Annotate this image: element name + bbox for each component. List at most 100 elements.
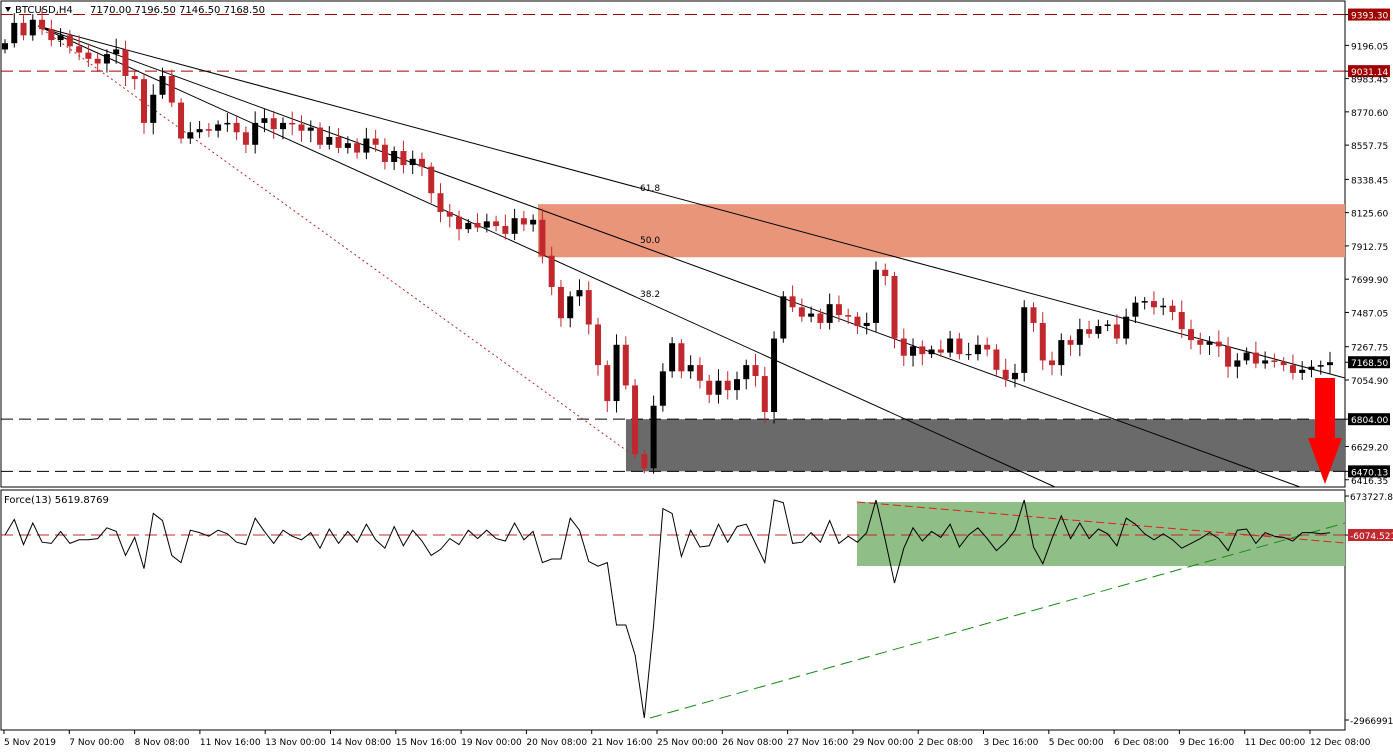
candle — [1327, 351, 1333, 374]
fan-line — [37, 25, 1301, 488]
price-tag — [1348, 356, 1390, 369]
candle — [1188, 319, 1195, 350]
candle — [752, 353, 759, 387]
candle — [131, 69, 138, 90]
candle — [1299, 361, 1306, 380]
candle — [733, 371, 740, 400]
price-tag — [1348, 65, 1390, 78]
candle — [57, 28, 64, 47]
candle — [956, 332, 963, 360]
candle — [1039, 312, 1046, 370]
candle — [178, 98, 185, 144]
candle — [29, 14, 36, 41]
time-tick-label: 15 Nov 16:00 — [396, 738, 457, 748]
candle — [372, 129, 379, 152]
candle — [604, 360, 611, 412]
candle — [2, 39, 8, 54]
candle — [261, 108, 268, 133]
candle — [1280, 357, 1287, 372]
candle — [687, 355, 694, 379]
candle — [632, 379, 639, 459]
candle — [576, 279, 583, 306]
price-tick-label: 8983.45 — [1351, 76, 1388, 86]
candle — [761, 366, 768, 424]
candle — [363, 127, 370, 160]
candle — [1225, 337, 1232, 378]
candle — [456, 210, 463, 241]
time-tick-label: 26 Nov 08:00 — [722, 738, 783, 748]
candle — [103, 49, 110, 73]
candle — [381, 138, 388, 170]
indicator-tick-label: 673727.86 — [1350, 493, 1393, 503]
candle — [826, 293, 833, 330]
horizontal-levels — [1, 14, 1345, 472]
price-tick-label: 8557.75 — [1351, 142, 1388, 152]
symbol-label: BTCUSD,H4 — [15, 5, 73, 16]
candle — [400, 140, 407, 174]
candle — [947, 330, 954, 358]
candle — [919, 340, 926, 366]
price-tag-label: 6470.13 — [1351, 468, 1388, 478]
time-tick-label: 3 Dec 16:00 — [984, 738, 1039, 748]
indicator-value-tag — [1348, 529, 1393, 541]
candle — [1197, 332, 1204, 355]
price-tick-label: 7699.90 — [1351, 276, 1388, 286]
time-tick-label: 5 Nov 2019 — [4, 738, 56, 748]
candle — [845, 308, 852, 325]
fan-label: 38.2 — [640, 290, 660, 300]
dropdown-triangle-icon[interactable] — [5, 7, 11, 12]
candle — [76, 35, 83, 61]
candle — [743, 359, 750, 390]
fan-line — [37, 25, 1056, 488]
candle — [289, 111, 296, 136]
candle — [252, 111, 259, 154]
candle — [622, 336, 629, 390]
price-tick-label: 7267.75 — [1351, 344, 1388, 354]
candle — [326, 126, 333, 150]
time-tick-label: 14 Nov 08:00 — [331, 738, 392, 748]
time-tick-label: 11 Nov 16:00 — [200, 738, 261, 748]
price-tick-label: 8125.60 — [1351, 210, 1388, 220]
candle — [548, 246, 555, 296]
candle — [168, 69, 175, 108]
force-line — [4, 499, 1331, 719]
candle — [659, 363, 666, 412]
candle — [298, 115, 305, 142]
candle — [771, 331, 778, 424]
candle — [437, 183, 444, 223]
candle — [585, 281, 592, 335]
indicator-zone — [857, 502, 1345, 566]
time-tick-label: 11 Dec 00:00 — [1245, 738, 1306, 748]
candle — [678, 339, 685, 379]
price-tick-label: 7054.90 — [1351, 377, 1388, 387]
candle — [502, 214, 509, 240]
candle — [354, 138, 361, 159]
candle — [317, 122, 324, 149]
ohlc-label: 7170.00 7196.50 7146.50 7168.50 — [90, 5, 265, 16]
candle — [1086, 320, 1093, 338]
candle — [965, 342, 972, 360]
candle — [1049, 351, 1056, 376]
candle — [835, 295, 842, 323]
candle — [993, 344, 1000, 377]
candle — [279, 117, 286, 140]
price-tag-label: 7168.50 — [1351, 359, 1388, 369]
candle — [854, 312, 861, 335]
support-zone — [626, 419, 1345, 472]
time-tick-label: 13 Nov 00:00 — [265, 738, 326, 748]
candle — [1095, 319, 1102, 339]
candle — [567, 291, 574, 328]
candle — [937, 339, 944, 357]
zones — [538, 204, 1345, 472]
candle — [493, 215, 500, 232]
price-tick-label: 6629.20 — [1351, 443, 1388, 453]
time-tick-label: 21 Nov 16:00 — [592, 738, 653, 748]
force-indicator: 673727.86 -6074.521 -2966991. — [1, 493, 1393, 727]
time-tick-label: 19 Nov 00:00 — [461, 738, 522, 748]
candle — [928, 345, 935, 359]
candle — [1113, 314, 1120, 345]
candle — [224, 113, 231, 132]
candle — [1067, 335, 1074, 356]
candle — [1123, 308, 1130, 345]
